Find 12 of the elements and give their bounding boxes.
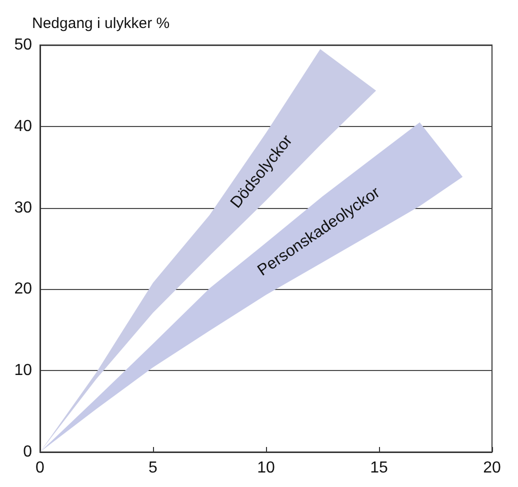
x-tick-label: 20 [483,460,501,476]
y-tick-label: 20 [14,280,32,298]
y-axis-title: Nedgang i ulykker % [32,15,170,32]
y-tick-label: 50 [14,36,32,54]
y-tick-label: 40 [14,118,32,135]
x-tick-label: 5 [148,460,158,476]
x-tick-label: 0 [36,460,45,476]
y-tick-label: 0 [23,444,32,460]
y-tick-label: 10 [14,362,32,380]
y-tick-label: 30 [14,199,32,216]
x-tick-label: 10 [257,460,275,476]
x-tick-label: 15 [370,460,388,476]
